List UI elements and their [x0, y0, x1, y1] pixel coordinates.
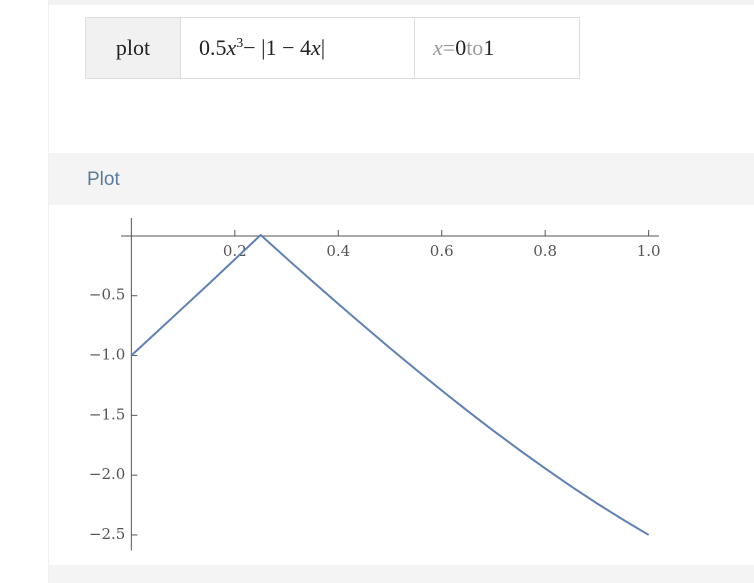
y-tick-label: −2.5: [89, 525, 125, 543]
y-tick-label: −2.0: [89, 465, 125, 483]
command: plot: [115, 35, 151, 60]
x-tick-label: 0.6: [430, 242, 454, 260]
line: [130, 233, 650, 536]
range-var: x: [433, 35, 443, 60]
y-tick-label: −1.0: [89, 346, 125, 364]
chart: 0.2 0.4 0.6 0.8 1.0 −0.5 −1.0 −1.5 −2.0 −2.5: [89, 218, 661, 551]
y-tick-label: −0.5: [89, 286, 125, 304]
range-cell: x = 0 to 1: [415, 18, 579, 78]
coef: 0.5: [199, 35, 227, 60]
formula-rest: − |1 − 4: [243, 35, 311, 60]
bottom-band: [49, 565, 754, 583]
range-from: 0: [455, 35, 467, 60]
x-tick-label: 0.2: [223, 242, 247, 260]
variable: x: [310, 35, 321, 60]
y-tick-label: −1.5: [89, 405, 125, 423]
x-tick-label: 0.4: [326, 242, 350, 260]
x-tick-label: 1.0: [637, 242, 661, 260]
pod-title[interactable]: Plot: [87, 169, 120, 190]
exponent: 3: [236, 36, 244, 51]
command-cell: plot: [86, 18, 181, 78]
formula-close: |: [320, 35, 326, 60]
variable: x: [226, 35, 237, 60]
pod-header: Plot: [49, 153, 754, 205]
range-eq: =: [442, 35, 456, 60]
divider: [48, 0, 49, 583]
range-to: to: [466, 35, 484, 60]
top-band: [48, 0, 754, 5]
x-tick-label: 0.8: [533, 242, 557, 260]
range-end: 1: [483, 35, 495, 60]
